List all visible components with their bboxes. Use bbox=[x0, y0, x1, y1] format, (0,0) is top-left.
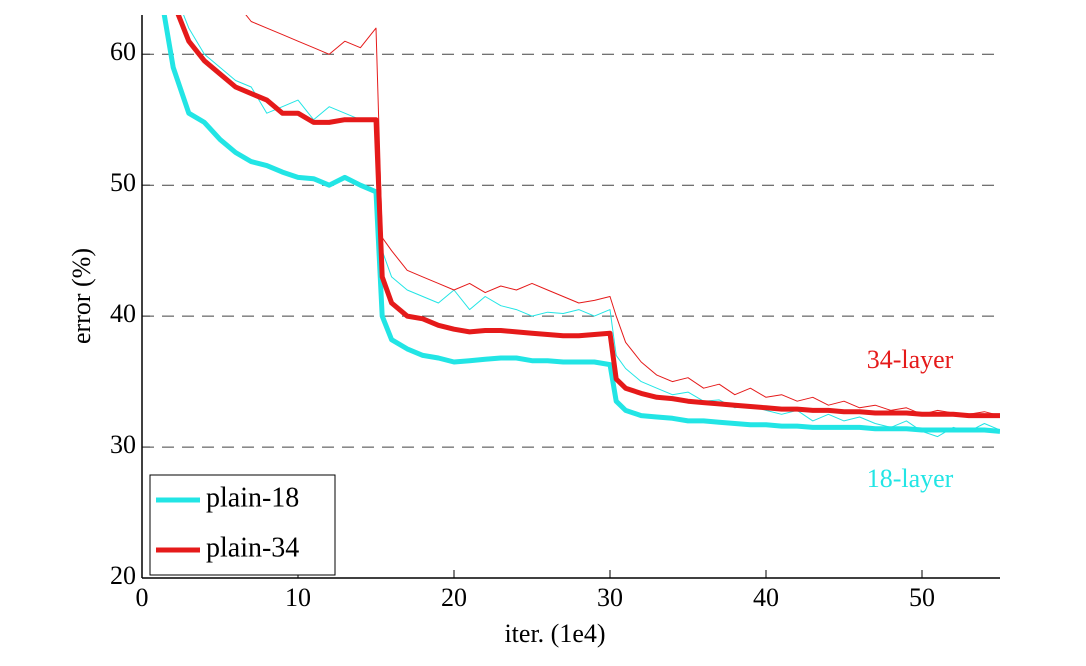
x-tick-label: 10 bbox=[285, 583, 311, 612]
y-axis-label: error (%) bbox=[67, 248, 96, 344]
x-tick-label: 0 bbox=[136, 583, 149, 612]
series-line bbox=[175, 15, 1000, 419]
y-tick-label: 60 bbox=[110, 37, 136, 66]
y-tick-label: 40 bbox=[110, 299, 136, 328]
plot-area bbox=[161, 15, 1000, 438]
series-line bbox=[183, 15, 1000, 438]
x-tick-label: 20 bbox=[441, 583, 467, 612]
y-tick-label: 30 bbox=[110, 430, 136, 459]
annotation: 18-layer bbox=[867, 464, 954, 493]
legend-label: plain-34 bbox=[206, 532, 299, 563]
y-tick-label: 20 bbox=[110, 561, 136, 590]
legend-label: plain-18 bbox=[206, 482, 299, 513]
series-line bbox=[161, 15, 1000, 434]
x-tick-label: 50 bbox=[909, 583, 935, 612]
annotation: 34-layer bbox=[867, 345, 954, 374]
x-tick-label: 40 bbox=[753, 583, 779, 612]
legend-box bbox=[149, 474, 336, 576]
x-tick-label: 30 bbox=[597, 583, 623, 612]
y-tick-label: 50 bbox=[110, 168, 136, 197]
x-axis-label: iter. (1e4) bbox=[504, 619, 605, 648]
series-line bbox=[245, 15, 1000, 417]
